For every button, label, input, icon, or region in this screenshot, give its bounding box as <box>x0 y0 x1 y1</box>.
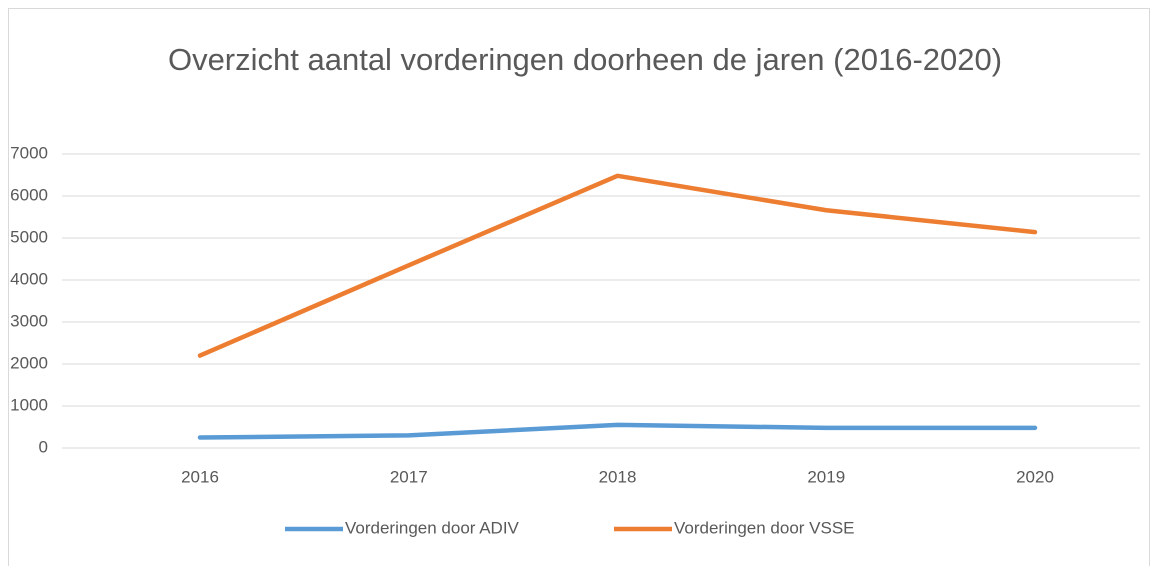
legend-label: Vorderingen door ADIV <box>345 518 520 537</box>
y-tick-label: 3000 <box>10 311 48 330</box>
y-tick-label: 6000 <box>10 185 48 204</box>
y-tick-label: 2000 <box>10 353 48 372</box>
series-line <box>197 422 1038 440</box>
chart-title: Overzicht aantal vorderingen doorheen de… <box>167 42 1003 77</box>
y-tick-label: 1000 <box>10 395 48 414</box>
x-tick-label: 2017 <box>390 467 428 486</box>
y-tick-label: 0 <box>39 437 48 456</box>
y-tick-label: 4000 <box>10 269 48 288</box>
chart-border <box>8 8 1150 566</box>
y-tick-label: 5000 <box>10 227 48 246</box>
series-line <box>197 173 1038 358</box>
x-tick-label: 2016 <box>181 467 219 486</box>
x-tick-label: 2019 <box>807 467 845 486</box>
x-tick-label: 2020 <box>1016 467 1054 486</box>
x-tick-label: 2018 <box>599 467 637 486</box>
y-tick-label: 7000 <box>10 143 48 162</box>
legend-label: Vorderingen door VSSE <box>674 518 855 537</box>
